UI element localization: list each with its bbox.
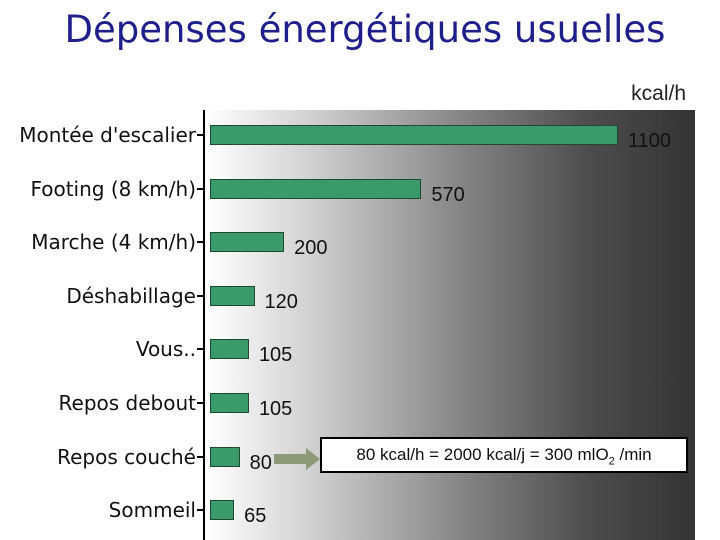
axis-tick (197, 348, 203, 351)
axis-tick (197, 294, 203, 297)
axis-tick (197, 134, 203, 136)
category-label: Montée d'escalier (19, 123, 196, 147)
conversion-note-suffix: /min (614, 445, 652, 464)
axis-tick (197, 187, 203, 190)
bar-value-label: 1100 (628, 130, 672, 152)
conversion-note-subscript: 2 (608, 455, 615, 468)
bar (210, 232, 285, 253)
axis-tick (197, 509, 203, 512)
bar (210, 178, 422, 199)
category-axis (203, 110, 205, 540)
category-label: Sommeil (108, 498, 196, 523)
bar (210, 500, 235, 521)
bar-value-label: 105 (258, 344, 293, 367)
arrow-icon (274, 448, 320, 470)
category-label: Footing (8 km/h) (30, 176, 196, 201)
bar-value-label: 105 (258, 398, 293, 420)
category-label: Repos debout (58, 391, 196, 415)
bar-value-label: 80 (249, 451, 272, 474)
bar-value-label: 120 (264, 290, 298, 313)
bar (210, 393, 249, 413)
chart-background-panel (207, 110, 695, 540)
bar-value-label: 570 (431, 183, 465, 206)
conversion-note: 80 kcal/h = 2000 kcal/j = 300 mlO2 /min (320, 437, 688, 473)
chart-title: Dépenses énergétiques usuelles (64, 8, 666, 51)
category-label: Déshabillage (66, 283, 196, 308)
category-label: Marche (4 km/h) (31, 230, 196, 255)
bar (210, 125, 618, 145)
conversion-note-text: 80 kcal/h = 2000 kcal/j = 300 mlO (356, 445, 609, 464)
axis-tick (197, 241, 203, 244)
axis-tick (197, 402, 203, 404)
bar-value-label: 65 (244, 505, 267, 528)
bar (210, 339, 249, 360)
bar-value-label: 200 (294, 237, 328, 260)
category-label: Repos couché (57, 444, 196, 469)
bar (210, 446, 240, 467)
unit-label: kcal/h (631, 82, 686, 105)
bar (210, 285, 255, 306)
category-label: Vous.. (135, 337, 196, 362)
axis-tick (197, 455, 203, 458)
